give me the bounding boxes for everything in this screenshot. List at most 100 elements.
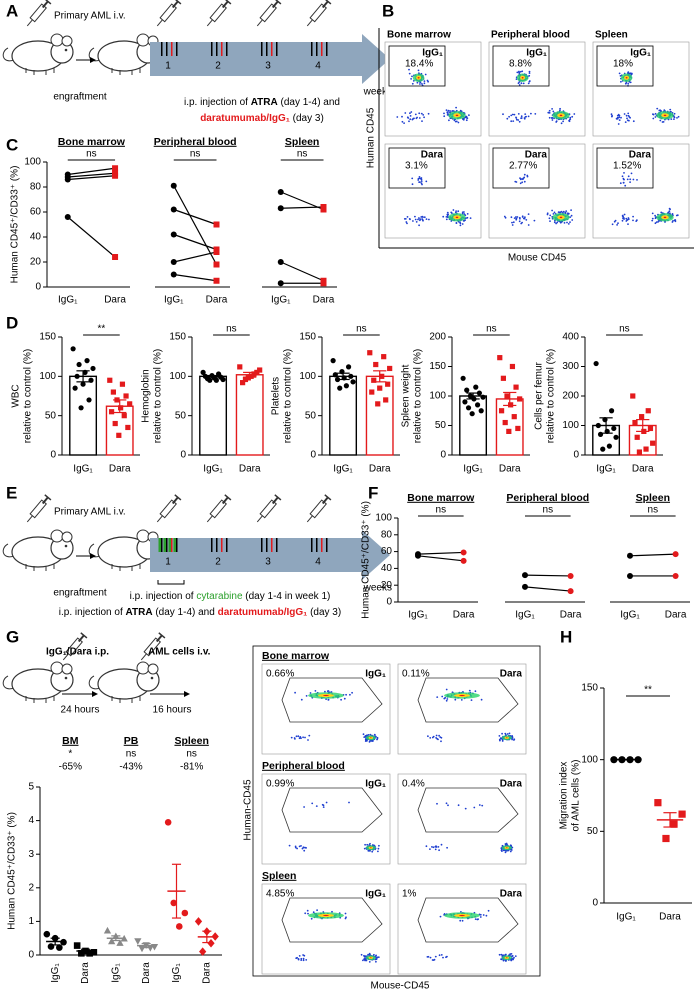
flow-event [614, 219, 617, 222]
syringe-icon [26, 494, 52, 523]
flow-event [418, 217, 420, 219]
flow-event [315, 805, 318, 807]
flow-event [303, 849, 306, 852]
flow-event [427, 112, 430, 115]
flow-event [553, 221, 556, 224]
flow-event [445, 218, 448, 221]
flow-event [463, 213, 466, 215]
data-point [381, 354, 387, 360]
flow-event [364, 843, 366, 846]
flow-event [569, 116, 572, 119]
flow-event [548, 217, 551, 220]
data-point [43, 930, 51, 938]
flow-event [459, 919, 462, 922]
flow-event [627, 114, 630, 117]
y-tick-label: 40 [30, 232, 42, 243]
gate [492, 45, 550, 87]
flow-event [302, 736, 304, 739]
flow-event [517, 82, 520, 85]
data-point [377, 385, 383, 391]
timeline-tick [216, 42, 218, 56]
y-tick-label: 100 [24, 157, 41, 168]
flow-event [504, 954, 507, 956]
flow-event [624, 184, 627, 187]
flow-density [505, 847, 508, 849]
flow-panel-frame [252, 645, 541, 977]
syringe-plunger [271, 0, 279, 9]
flow-event [505, 959, 507, 962]
flow-event [498, 735, 501, 737]
flow-event [524, 113, 527, 115]
flow-event [502, 113, 504, 116]
group-title: Spleen [174, 735, 208, 747]
timeline-tick [211, 42, 213, 56]
flow-event [452, 209, 455, 211]
flow-event [366, 843, 369, 846]
caption-part: ATRA [251, 97, 278, 108]
significance-label: ** [644, 685, 652, 696]
data-point [320, 280, 327, 287]
gate-percent: 0.66% [266, 669, 294, 680]
data-point [74, 373, 80, 379]
syringe-handle [324, 0, 332, 5]
flow-event [410, 78, 412, 80]
data-point [170, 899, 178, 907]
flow-density [455, 114, 459, 117]
flow-event [304, 912, 307, 915]
flow-event [443, 115, 446, 118]
flow-event [548, 109, 551, 112]
flow-event [363, 847, 366, 850]
timeline-tick [171, 538, 173, 552]
flow-event [421, 218, 423, 220]
data-point [385, 381, 391, 387]
flow-event [429, 737, 432, 739]
data-point [320, 204, 327, 210]
gate [388, 147, 446, 189]
data-point [73, 942, 81, 949]
data-point [500, 375, 506, 381]
data-point [213, 221, 220, 228]
step-label: IgG₁/Dara i.p. [46, 647, 109, 658]
data-point [123, 393, 129, 399]
y-tick-label: 300 [562, 361, 579, 372]
y-tick-label: 0 [310, 450, 316, 461]
y-axis-label: Human CD45⁺/CD33⁺ (%) [361, 501, 372, 619]
pair-line [173, 273, 217, 282]
flow-event [672, 220, 674, 222]
row-title: Spleen [262, 870, 296, 882]
flow-event [290, 736, 293, 739]
flow-event [396, 116, 399, 118]
flow-event [437, 738, 439, 741]
data-point [88, 377, 94, 383]
syringe-handle [274, 0, 282, 5]
data-point [670, 820, 678, 828]
flow-event [553, 211, 556, 214]
data-point [627, 552, 633, 559]
flow-event [527, 115, 530, 118]
mouse-ear [61, 663, 73, 675]
timeline-tick [266, 42, 268, 56]
panel-label: E [6, 483, 17, 502]
flow-event [447, 804, 449, 807]
flow-event [502, 959, 505, 962]
gate-percent: 0.4% [402, 779, 425, 790]
flow-event [627, 112, 630, 115]
flow-event [466, 117, 469, 119]
flow-event [651, 217, 654, 220]
flow-event [511, 955, 514, 957]
flow-event [327, 699, 330, 701]
flow-event [629, 72, 632, 75]
flow-event [415, 221, 418, 223]
flow-event [515, 218, 518, 221]
route-label: Primary AML i.v. [54, 507, 126, 518]
flow-event [506, 117, 509, 120]
flow-event [369, 849, 371, 852]
flow-event [460, 699, 463, 701]
y-tick-label: 5 [28, 782, 34, 793]
arrow-head [90, 57, 96, 63]
data-point [367, 350, 373, 356]
syringe-plunger [321, 496, 329, 505]
syringe-needle [206, 19, 213, 27]
caption-part: daratumumab/IgG₁ [218, 607, 308, 618]
x-tick-label: IgG₁ [171, 963, 182, 983]
